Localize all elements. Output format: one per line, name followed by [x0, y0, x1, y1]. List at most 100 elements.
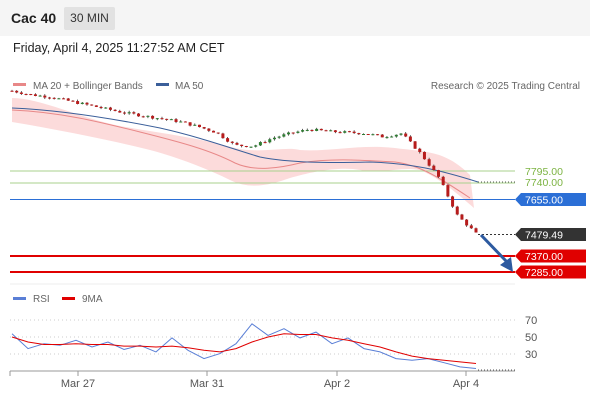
- candle-body: [399, 133, 403, 135]
- candle-body: [469, 225, 473, 229]
- candle-body: [226, 138, 230, 142]
- price-candles: [10, 89, 478, 233]
- rsi-legend-label: RSI: [33, 294, 50, 305]
- candle-body: [33, 94, 37, 97]
- candle-body: [451, 196, 455, 207]
- candle-body: [212, 130, 216, 133]
- candle-body: [338, 132, 342, 134]
- candle-body: [258, 142, 262, 146]
- candle-body: [57, 98, 61, 100]
- candle-body: [287, 132, 291, 135]
- ma50-legend-label: MA 50: [175, 81, 204, 92]
- candle-body: [71, 100, 75, 102]
- candle-body: [127, 112, 131, 114]
- candle-body: [282, 134, 286, 137]
- candle-body: [216, 132, 220, 134]
- rsi-legend-swatch: [13, 297, 26, 300]
- candle-body: [460, 214, 464, 220]
- candle-body: [371, 134, 375, 136]
- candle-body: [193, 124, 197, 126]
- candle-body: [122, 112, 126, 114]
- candle-body: [43, 95, 47, 98]
- level-7285-label: 7285.00: [525, 267, 563, 279]
- candle-body: [362, 134, 366, 136]
- candle-body: [118, 110, 122, 113]
- candle-body: [380, 134, 384, 138]
- candle-body: [422, 151, 426, 160]
- ma50-legend-swatch: [156, 83, 169, 86]
- candle-body: [319, 128, 323, 131]
- candle-body: [90, 104, 94, 106]
- candle-body: [137, 113, 141, 117]
- candle-body: [230, 141, 234, 143]
- symbol-title: Cac 40: [11, 10, 57, 26]
- rsi-ma-line: [11, 333, 477, 364]
- candle-body: [66, 98, 70, 101]
- candle-body: [404, 133, 408, 137]
- candle-body: [10, 90, 14, 92]
- candle-body: [329, 130, 333, 132]
- candle-body: [80, 102, 84, 104]
- candle-body: [277, 136, 281, 138]
- candle-body: [249, 146, 253, 148]
- candle-body: [352, 131, 356, 134]
- current-price-tag: [515, 228, 586, 241]
- candle-body: [390, 136, 394, 138]
- candle-body: [268, 139, 272, 143]
- candle-body: [244, 146, 248, 148]
- candle-body: [254, 145, 258, 147]
- candle-body: [474, 228, 478, 233]
- candle-body: [324, 130, 328, 132]
- candle-body: [385, 137, 389, 139]
- candle-body: [413, 141, 417, 149]
- candle-body: [366, 134, 370, 136]
- candle-body: [160, 118, 164, 120]
- candle-body: [94, 105, 98, 107]
- candle-body: [47, 97, 51, 99]
- candle-body: [333, 130, 337, 133]
- level-7795-label: 7795.00: [525, 166, 563, 178]
- ma20-line: [11, 109, 471, 199]
- candle-body: [455, 206, 459, 215]
- candle-body: [104, 107, 108, 109]
- candle-body: [263, 142, 267, 144]
- candle-body: [197, 124, 201, 128]
- candle-body: [165, 118, 169, 120]
- candle-body: [432, 165, 436, 171]
- candle-body: [151, 115, 155, 119]
- candle-body: [343, 131, 347, 133]
- level-7655-tag: [515, 193, 586, 206]
- ma20-legend-swatch: [13, 83, 26, 86]
- candle-body: [174, 119, 178, 122]
- candle-body: [437, 170, 441, 177]
- ma9-legend-swatch: [62, 297, 75, 300]
- candle-body: [235, 142, 239, 145]
- candle-body: [272, 137, 276, 140]
- projection-arrow-head: [500, 257, 513, 272]
- candle-body: [221, 133, 225, 139]
- candle-body: [169, 119, 173, 121]
- level-7370-tag: [515, 249, 586, 263]
- candle-body: [240, 144, 244, 147]
- rsi-tick-70: 70: [525, 315, 537, 327]
- candle-body: [291, 132, 295, 134]
- candle-body: [408, 136, 412, 142]
- candle-body: [99, 106, 103, 109]
- timeframe-button[interactable]: 30 MIN: [64, 7, 115, 30]
- level-7285-tag: [515, 265, 586, 279]
- candle-body: [301, 130, 305, 132]
- candle-body: [19, 92, 23, 94]
- level-7740-label: 7740.00: [525, 177, 563, 189]
- candle-body: [207, 128, 211, 131]
- candle-body: [305, 129, 309, 131]
- rsi-tick-50: 50: [525, 332, 537, 344]
- level-7370-label: 7370.00: [525, 251, 563, 263]
- candle-body: [183, 121, 187, 123]
- projection-arrow-line: [479, 233, 509, 264]
- candle-body: [446, 185, 450, 197]
- candle-body: [141, 116, 145, 118]
- x-label-mar27: Mar 27: [61, 378, 95, 390]
- candle-body: [427, 159, 431, 166]
- candle-body: [188, 122, 192, 126]
